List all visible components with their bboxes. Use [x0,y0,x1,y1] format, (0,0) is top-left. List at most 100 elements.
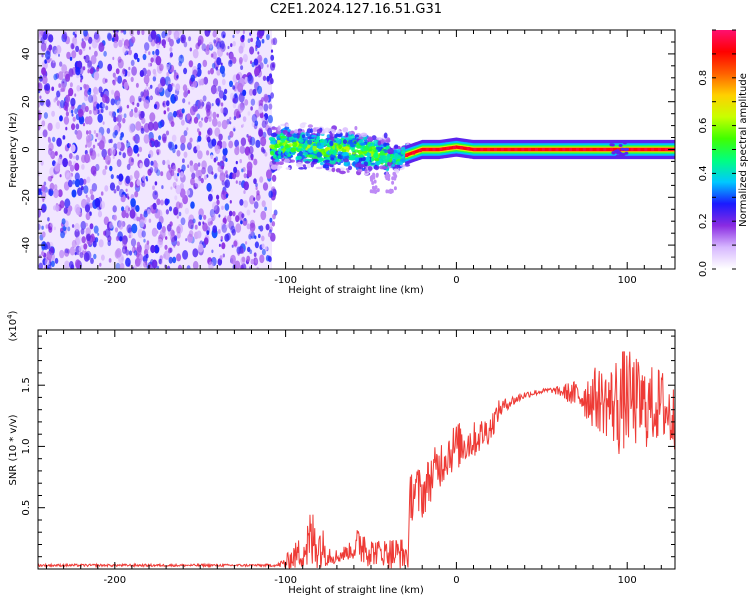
noise-blob [175,201,181,210]
ridge-blob [329,148,334,154]
ridge-blob [360,154,364,158]
noise-blob [54,257,59,264]
noise-blob [210,84,217,95]
noise-blob [183,130,188,137]
noise-blob [161,185,164,190]
ridge-blob [373,190,377,194]
noise-blob [213,157,217,163]
noise-blob [216,113,219,118]
noise-blob [229,80,233,88]
noise-blob [140,110,145,119]
ridge-blob [268,136,276,141]
noise-blob [232,34,235,39]
noise-blob [93,106,97,111]
noise-blob [176,231,181,239]
noise-blob [200,177,204,184]
noise-blob [96,66,100,72]
noise-blob [239,199,244,206]
noise-blob [219,169,224,176]
noise-blob [268,73,273,79]
noise-blob [73,39,78,47]
ridge-blob [357,151,364,155]
noise-blob [226,52,229,56]
noise-blob [221,31,226,39]
noise-blob [113,116,117,123]
noise-blob [256,190,260,196]
noise-blob [147,208,151,216]
ridge-blob [358,164,366,168]
noise-blob [195,183,199,189]
noise-blob [82,66,86,71]
noise-blob [176,241,180,247]
ridge-blob [329,140,334,147]
noise-blob [148,62,151,68]
noise-blob [206,150,210,156]
noise-blob [224,181,228,188]
noise-blob [63,116,70,125]
noise-blob [205,101,212,111]
ridge-blob [363,145,370,151]
noise-blob [198,221,202,226]
noise-blob [162,102,165,106]
noise-blob [123,113,127,118]
noise-blob [86,197,91,204]
noise-blob [50,252,55,261]
noise-blob [53,188,59,199]
colorbar-tick-label: 0.0 [698,261,709,277]
noise-blob [170,186,173,190]
tone-core [514,148,518,151]
noise-blob [44,59,48,64]
noise-blob [91,38,98,49]
noise-blob [141,30,145,35]
noise-blob [176,226,181,234]
noise-blob [144,42,150,51]
noise-blob [154,139,159,148]
noise-blob [41,231,46,238]
noise-blob [271,61,276,69]
ridge-blob [306,128,312,134]
noise-blob [232,211,236,217]
ridge-blob [270,132,278,137]
noise-blob [62,135,66,140]
noise-blob [208,261,214,269]
noise-blob [68,68,74,77]
ridge-blob [283,158,291,163]
noise-blob [212,225,218,234]
ridge-blob [325,159,330,163]
noise-blob [202,59,208,68]
noise-blob [137,153,140,157]
noise-blob [212,213,216,221]
noise-blob [92,144,96,149]
noise-blob [86,130,89,135]
noise-blob [69,164,75,172]
noise-blob [110,98,116,106]
noise-blob [110,146,116,156]
noise-blob [229,52,234,61]
ridge-blob [390,189,394,194]
noise-blob [233,128,236,132]
noise-blob [261,38,265,44]
noise-blob [224,233,230,242]
noise-blob [232,97,236,104]
noise-blob [187,89,191,94]
noise-blob [253,58,259,66]
noise-blob [105,78,108,83]
noise-blob [176,215,179,219]
noise-blob [268,190,274,198]
noise-blob [126,104,130,109]
x-tick-label: 100 [618,275,637,286]
noise-blob [247,74,254,84]
ridge-blob [370,177,373,182]
noise-blob [189,137,193,143]
noise-blob [258,225,261,230]
noise-blob [93,71,100,81]
noise-blob [183,90,188,98]
noise-blob [266,33,270,41]
noise-blob [119,236,123,242]
noise-blob [146,265,149,269]
noise-blob [134,170,140,180]
ridge-blob [316,128,322,134]
ridge-blob [623,147,628,151]
noise-blob [259,225,264,232]
noise-blob [144,50,147,54]
